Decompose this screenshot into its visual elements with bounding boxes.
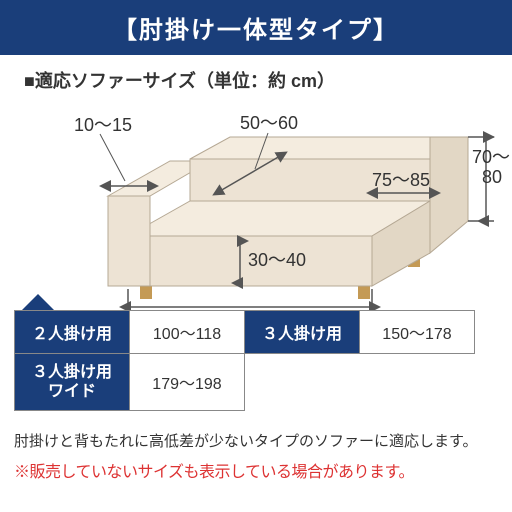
note-text: 肘掛けと背もたれに高低差が少ないタイプのソファーに適応します。 xyxy=(14,430,478,451)
warning-text: ※販売していないサイズも表示している場合があります。 xyxy=(14,458,414,482)
dim-back-a: 70～ xyxy=(472,147,510,167)
cell-2seat-value: 100～118 xyxy=(130,311,245,354)
subheading: ■適応ソファーサイズ（単位：約 cm） xyxy=(0,55,512,101)
cell-3wide-label: ３人掛け用ワイド xyxy=(15,354,130,411)
sofa-svg: 10～15 50～60 30～40 75～85 70～ 80 座面幅 xyxy=(0,101,512,331)
cell-3seat-value: 150～178 xyxy=(360,311,475,354)
dim-arm-proj: 10～15 xyxy=(74,115,132,135)
dim-seat-depth: 50～60 xyxy=(240,113,298,133)
dim-arm-width: 75～85 xyxy=(372,170,430,190)
dim-seat-height: 30～40 xyxy=(248,250,306,270)
cell-3wide-value: 179～198 xyxy=(130,354,245,411)
dim-back-b: 80 xyxy=(482,167,502,187)
cell-2seat-label: ２人掛け用 xyxy=(15,311,130,354)
sofa-diagram: 10～15 50～60 30～40 75～85 70～ 80 座面幅 xyxy=(0,101,512,331)
header-title: 【肘掛け一体型タイプ】 xyxy=(113,17,399,44)
header-bar: 【肘掛け一体型タイプ】 xyxy=(0,0,512,55)
size-table: ２人掛け用 100～118 ３人掛け用 150～178 ３人掛け用ワイド 179… xyxy=(14,310,475,411)
cell-3seat-label: ３人掛け用 xyxy=(245,311,360,354)
